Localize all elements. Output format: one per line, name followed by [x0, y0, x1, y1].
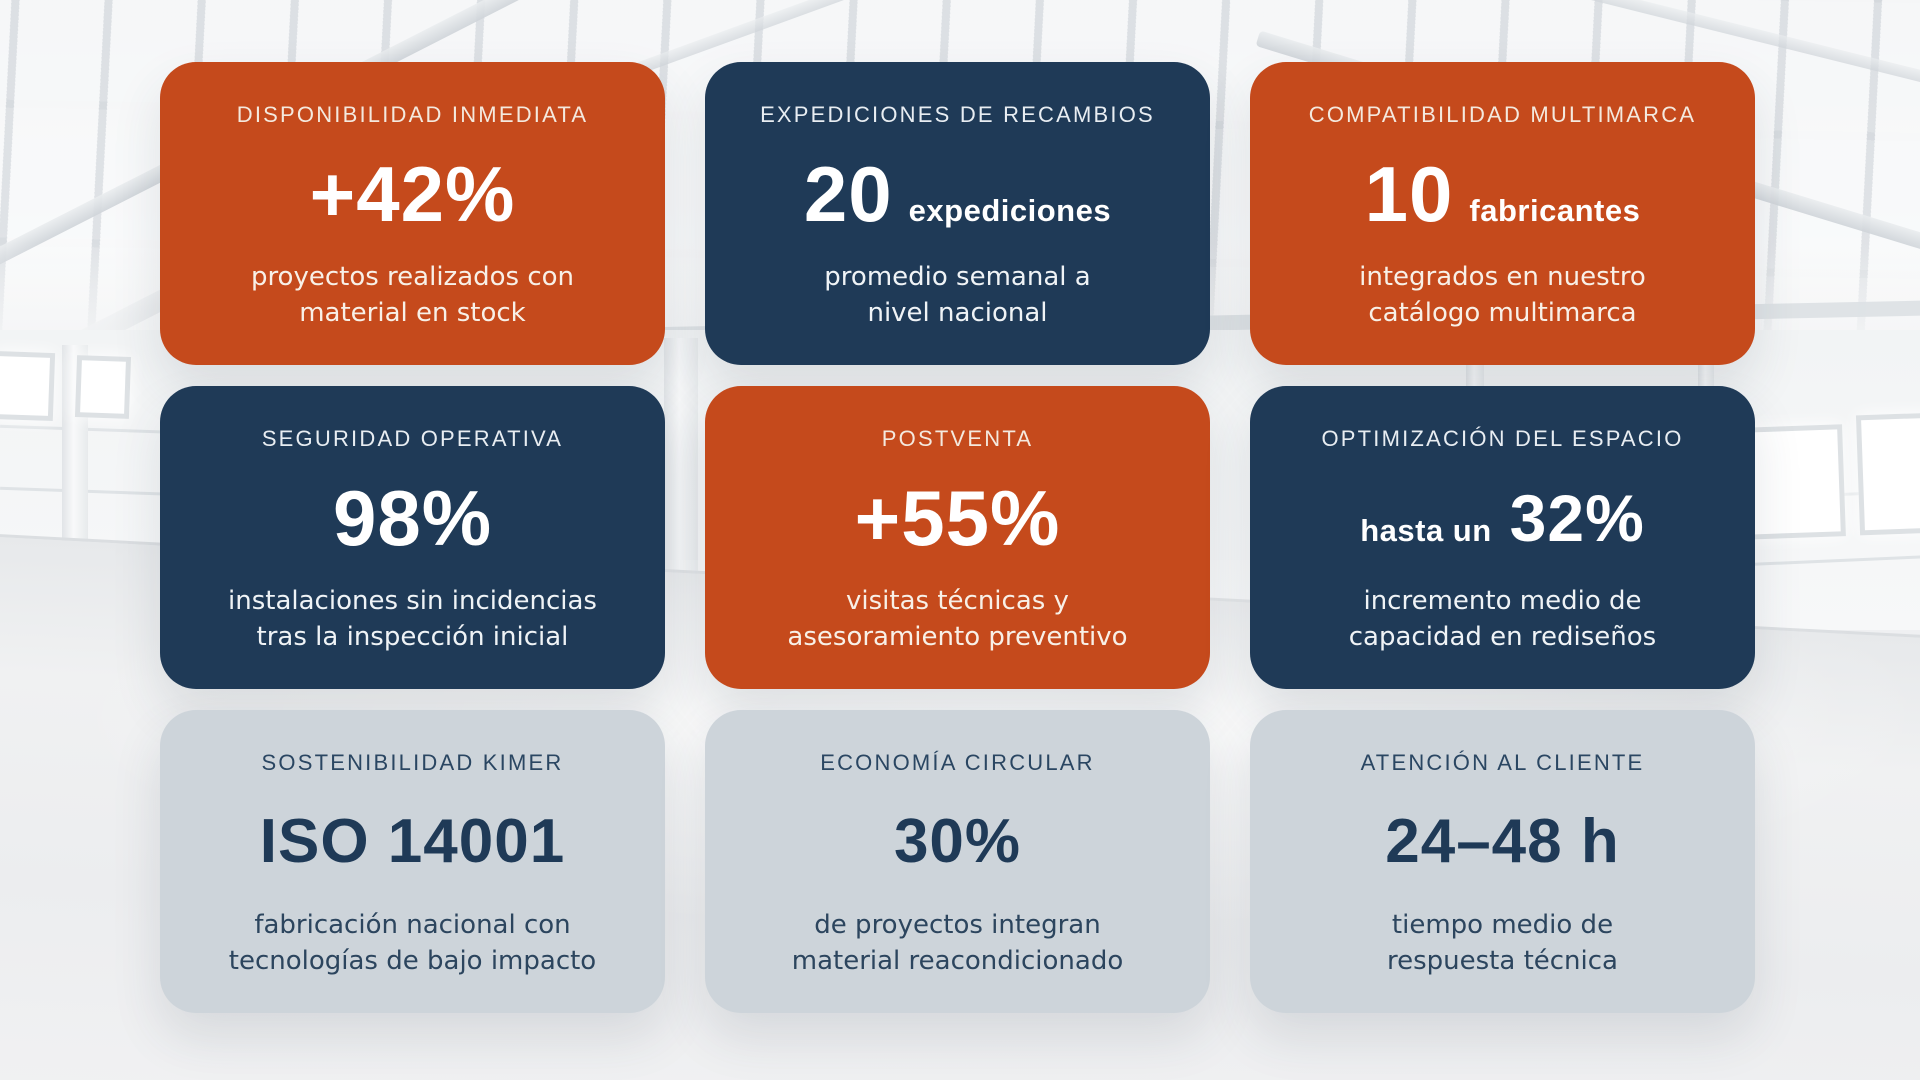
- card-title: EXPEDICIONES DE RECAMBIOS: [760, 102, 1155, 127]
- card-value: +42%: [310, 155, 516, 233]
- wall-window: [74, 355, 132, 419]
- card-value: 20 expediciones: [804, 155, 1111, 233]
- card-sostenibilidad-kimer: SOSTENIBILIDAD KIMER ISO 14001 fabricaci…: [160, 710, 665, 1013]
- card-optimizacion-del-espacio: OPTIMIZACIÓN DEL ESPACIO hasta un 32% in…: [1250, 386, 1755, 689]
- card-value-main: 24–48 h: [1385, 806, 1620, 876]
- subtitle-line: instalaciones sin incidencias: [228, 586, 597, 616]
- card-subtitle: promedio semanal a nivel nacional: [824, 259, 1090, 331]
- card-value-suffix: fabricantes: [1469, 192, 1641, 228]
- card-value-suffix: expediciones: [908, 192, 1112, 228]
- card-value-main: 30%: [893, 806, 1022, 876]
- card-value-main: 20: [803, 149, 893, 238]
- card-title: POSTVENTA: [881, 426, 1034, 451]
- subtitle-line: promedio semanal a: [824, 262, 1091, 292]
- card-title: SEGURIDAD OPERATIVA: [261, 426, 564, 451]
- card-value: hasta un 32%: [1360, 485, 1645, 551]
- subtitle-line: capacidad en rediseños: [1348, 622, 1657, 652]
- card-subtitle: de proyectos integran material reacondic…: [792, 907, 1124, 979]
- card-value-main: +55%: [854, 473, 1061, 562]
- card-value: 10 fabricantes: [1365, 155, 1641, 233]
- card-value: +55%: [855, 479, 1061, 557]
- card-expediciones-de-recambios: EXPEDICIONES DE RECAMBIOS 20 expedicione…: [705, 62, 1210, 365]
- card-value: 24–48 h: [1385, 806, 1620, 876]
- subtitle-line: asesoramiento preventivo: [787, 622, 1128, 652]
- subtitle-line: proyectos realizados con: [250, 262, 575, 292]
- subtitle-line: visitas técnicas y: [846, 586, 1069, 616]
- card-subtitle: integrados en nuestro catálogo multimarc…: [1359, 259, 1646, 331]
- subtitle-line: material reacondicionado: [791, 946, 1124, 976]
- card-subtitle: visitas técnicas y asesoramiento prevent…: [787, 583, 1127, 655]
- stat-card-grid: DISPONIBILIDAD INMEDIATA +42% proyectos …: [160, 62, 1755, 1013]
- card-value-main: ISO 14001: [259, 806, 566, 876]
- card-title: ECONOMÍA CIRCULAR: [820, 750, 1095, 775]
- wall-window: [1740, 424, 1846, 540]
- subtitle-line: tecnologías de bajo impacto: [228, 946, 597, 976]
- card-title: OPTIMIZACIÓN DEL ESPACIO: [1321, 426, 1684, 451]
- subtitle-line: respuesta técnica: [1387, 946, 1618, 976]
- subtitle-line: tras la inspección inicial: [256, 622, 569, 652]
- card-title: ATENCIÓN AL CLIENTE: [1360, 750, 1645, 775]
- card-value-main: 10: [1364, 149, 1454, 238]
- card-value-prefix: hasta un: [1360, 512, 1492, 548]
- subtitle-line: integrados en nuestro: [1359, 262, 1646, 292]
- card-seguridad-operativa: SEGURIDAD OPERATIVA 98% instalaciones si…: [160, 386, 665, 689]
- card-title: DISPONIBILIDAD INMEDIATA: [236, 102, 589, 127]
- card-subtitle: instalaciones sin incidencias tras la in…: [228, 583, 597, 655]
- subtitle-line: de proyectos integran: [814, 910, 1101, 940]
- card-subtitle: incremento medio de capacidad en rediseñ…: [1349, 583, 1656, 655]
- card-title: COMPATIBILIDAD MULTIMARCA: [1308, 102, 1697, 127]
- card-subtitle: proyectos realizados con material en sto…: [251, 259, 574, 331]
- card-value: 98%: [333, 479, 492, 557]
- subtitle-line: fabricación nacional con: [254, 910, 571, 940]
- wall-window: [1855, 412, 1920, 536]
- subtitle-line: incremento medio de: [1363, 586, 1642, 616]
- card-economia-circular: ECONOMÍA CIRCULAR 30% de proyectos integ…: [705, 710, 1210, 1013]
- subtitle-line: tiempo medio de: [1391, 910, 1614, 940]
- card-subtitle: tiempo medio de respuesta técnica: [1387, 907, 1618, 979]
- card-value-main: 98%: [332, 473, 493, 562]
- card-subtitle: fabricación nacional con tecnologías de …: [229, 907, 596, 979]
- card-value-main: +42%: [309, 149, 516, 238]
- subtitle-line: nivel nacional: [867, 298, 1048, 328]
- card-value: 30%: [893, 806, 1022, 876]
- wall-window: [0, 350, 56, 422]
- card-value-main: 32%: [1509, 480, 1645, 555]
- card-value: ISO 14001: [259, 806, 566, 876]
- subtitle-line: catálogo multimarca: [1368, 298, 1637, 328]
- card-disponibilidad-inmediata: DISPONIBILIDAD INMEDIATA +42% proyectos …: [160, 62, 665, 365]
- card-title: SOSTENIBILIDAD KIMER: [261, 750, 564, 775]
- card-postventa: POSTVENTA +55% visitas técnicas y asesor…: [705, 386, 1210, 689]
- card-atencion-al-cliente: ATENCIÓN AL CLIENTE 24–48 h tiempo medio…: [1250, 710, 1755, 1013]
- subtitle-line: material en stock: [299, 298, 526, 328]
- card-compatibilidad-multimarca: COMPATIBILIDAD MULTIMARCA 10 fabricantes…: [1250, 62, 1755, 365]
